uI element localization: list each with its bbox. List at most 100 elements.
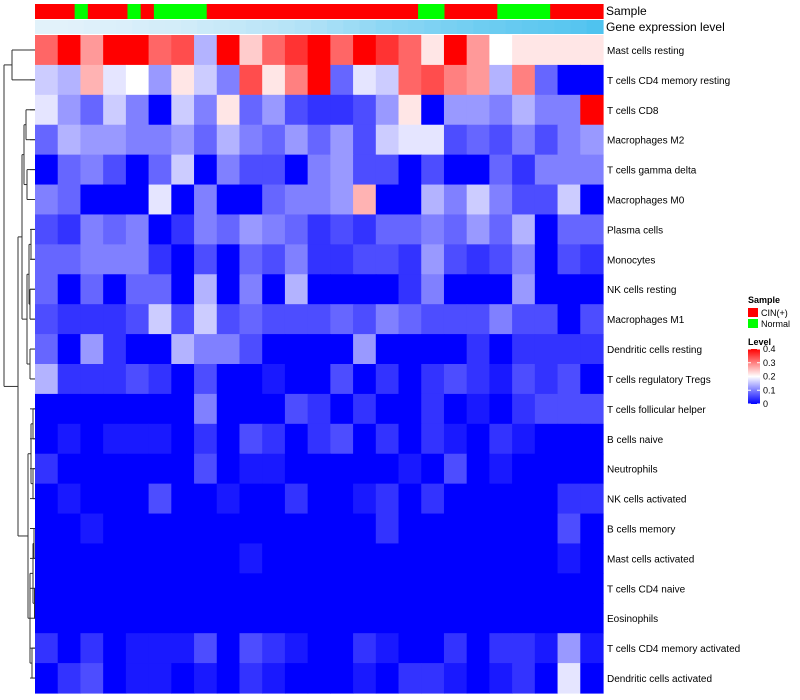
heatmap-cell xyxy=(148,603,172,634)
heatmap-cell xyxy=(375,244,400,275)
heatmap-cell xyxy=(557,94,581,126)
heatmap-cell xyxy=(262,94,286,126)
heatmap-cell xyxy=(580,214,604,245)
sample-annotation-cell xyxy=(87,4,102,19)
row-label: Mast cells activated xyxy=(607,554,694,565)
row-label: Macrophages M1 xyxy=(607,315,685,326)
heatmap-cell xyxy=(239,573,263,604)
heatmap-cell xyxy=(307,184,331,216)
heatmap-cell xyxy=(194,453,218,485)
gene-expression-cell xyxy=(148,20,166,34)
heatmap-cell xyxy=(489,244,513,275)
heatmap-cell xyxy=(375,393,400,425)
heatmap-cell xyxy=(557,304,581,335)
heatmap-cell xyxy=(262,513,286,545)
heatmap-cell xyxy=(148,663,172,694)
heatmap-cell xyxy=(443,35,468,66)
heatmap-cell xyxy=(375,483,400,515)
heatmap-cell xyxy=(489,633,513,664)
heatmap-cell xyxy=(421,423,445,455)
legend-cin-swatch xyxy=(748,308,758,317)
heatmap-cell xyxy=(421,184,445,216)
row-label: NK cells activated xyxy=(607,495,686,506)
heatmap-cell xyxy=(443,393,468,425)
heatmap-cell xyxy=(398,154,422,186)
heatmap-cell xyxy=(421,64,445,96)
heatmap-cell xyxy=(262,64,286,96)
heatmap-cell xyxy=(35,154,59,186)
heatmap-cell xyxy=(443,423,468,455)
heatmap-cell xyxy=(103,94,127,126)
heatmap-cell xyxy=(330,304,354,335)
heatmap-cell xyxy=(489,573,513,604)
heatmap-cell xyxy=(580,543,604,574)
heatmap-cell xyxy=(421,274,445,305)
heatmap-cell xyxy=(80,184,104,216)
heatmap-cell xyxy=(398,64,422,96)
row-label: Dendritic cells activated xyxy=(607,674,712,685)
heatmap-cell xyxy=(330,154,354,186)
heatmap-cell xyxy=(421,483,445,515)
heatmap-cell xyxy=(284,64,309,96)
gene-expression-cell xyxy=(343,20,361,34)
heatmap-cell xyxy=(194,573,218,604)
heatmap-cell xyxy=(466,423,490,455)
heatmap-cell xyxy=(148,423,172,455)
heatmap-cell xyxy=(375,453,400,485)
gene-expression-cell xyxy=(521,20,539,34)
heatmap-cell xyxy=(57,573,82,604)
heatmap-cell xyxy=(57,663,82,694)
heatmap-cell xyxy=(466,633,490,664)
heatmap-cell xyxy=(580,244,604,275)
sample-annotation-cell xyxy=(74,4,89,19)
gene-expression-cell xyxy=(262,20,280,34)
heatmap-cell xyxy=(353,214,377,245)
heatmap-cell xyxy=(489,214,513,245)
heatmap-cell xyxy=(534,513,559,545)
heatmap-cell xyxy=(512,214,536,245)
heatmap-cell xyxy=(239,364,263,395)
heatmap-cell xyxy=(330,483,354,515)
heatmap-cell xyxy=(330,364,354,395)
heatmap-cell xyxy=(557,573,581,604)
heatmap-cell xyxy=(398,393,422,425)
heatmap-cell xyxy=(512,304,536,335)
heatmap-cell xyxy=(375,184,400,216)
heatmap-cells xyxy=(35,35,604,694)
heatmap-cell xyxy=(194,663,218,694)
heatmap-cell xyxy=(35,483,59,515)
row-label: Mast cells resting xyxy=(607,46,684,57)
heatmap-cell xyxy=(239,513,263,545)
heatmap-cell xyxy=(421,633,445,664)
heatmap-cell xyxy=(421,214,445,245)
heatmap-cell xyxy=(421,543,445,574)
heatmap-cell xyxy=(35,423,59,455)
heatmap-cell xyxy=(57,513,82,545)
gene-expression-cell xyxy=(375,20,393,34)
heatmap-cell xyxy=(35,124,59,156)
heatmap-cell xyxy=(353,513,377,545)
heatmap-cell xyxy=(194,35,218,66)
heatmap-cell xyxy=(330,453,354,485)
heatmap-cell xyxy=(57,304,82,335)
heatmap-cell xyxy=(398,513,422,545)
heatmap-cell xyxy=(353,304,377,335)
heatmap-cell xyxy=(125,184,150,216)
heatmap-cell xyxy=(103,393,127,425)
heatmap-cell xyxy=(148,274,172,305)
gene-expression-cell xyxy=(213,20,231,34)
heatmap-cell xyxy=(534,633,559,664)
heatmap-cell xyxy=(421,35,445,66)
heatmap-cell xyxy=(194,274,218,305)
gene-expression-cell xyxy=(51,20,69,34)
heatmap-cell xyxy=(80,364,104,395)
heatmap-cell xyxy=(216,663,241,694)
heatmap-cell xyxy=(216,364,241,395)
heatmap-cell xyxy=(330,124,354,156)
heatmap-cell xyxy=(148,483,172,515)
heatmap-cell xyxy=(443,244,468,275)
heatmap-cell xyxy=(307,154,331,186)
heatmap-cell xyxy=(353,663,377,694)
heatmap-cell xyxy=(35,214,59,245)
heatmap-cell xyxy=(466,35,490,66)
